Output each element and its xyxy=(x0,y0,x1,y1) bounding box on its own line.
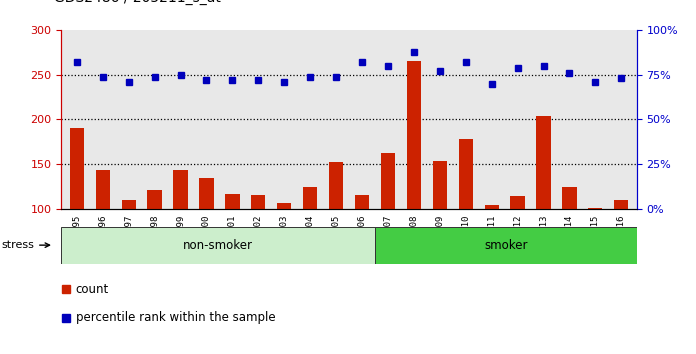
Text: count: count xyxy=(76,283,109,296)
Bar xyxy=(70,129,84,298)
Bar xyxy=(251,195,265,298)
Bar xyxy=(406,61,421,298)
Text: non-smoker: non-smoker xyxy=(183,239,253,252)
Bar xyxy=(122,200,136,298)
Bar xyxy=(303,187,317,298)
FancyBboxPatch shape xyxy=(375,227,637,264)
Bar xyxy=(226,194,239,298)
Bar xyxy=(433,161,447,298)
Bar xyxy=(562,187,576,298)
Bar xyxy=(355,195,369,298)
Bar xyxy=(459,139,473,298)
Bar xyxy=(510,196,525,298)
Bar xyxy=(173,170,188,298)
Text: smoker: smoker xyxy=(484,239,528,252)
Bar xyxy=(484,205,499,298)
Text: percentile rank within the sample: percentile rank within the sample xyxy=(76,311,275,324)
Bar xyxy=(588,208,603,298)
Bar xyxy=(614,200,628,298)
Bar xyxy=(199,178,214,298)
FancyBboxPatch shape xyxy=(61,227,375,264)
Bar xyxy=(381,153,395,298)
Text: GDS2486 / 205211_s_at: GDS2486 / 205211_s_at xyxy=(54,0,221,5)
Bar xyxy=(537,116,551,298)
Bar xyxy=(277,202,292,298)
Text: stress: stress xyxy=(1,240,49,250)
Bar xyxy=(95,170,110,298)
Bar xyxy=(329,162,343,298)
Bar xyxy=(148,190,161,298)
